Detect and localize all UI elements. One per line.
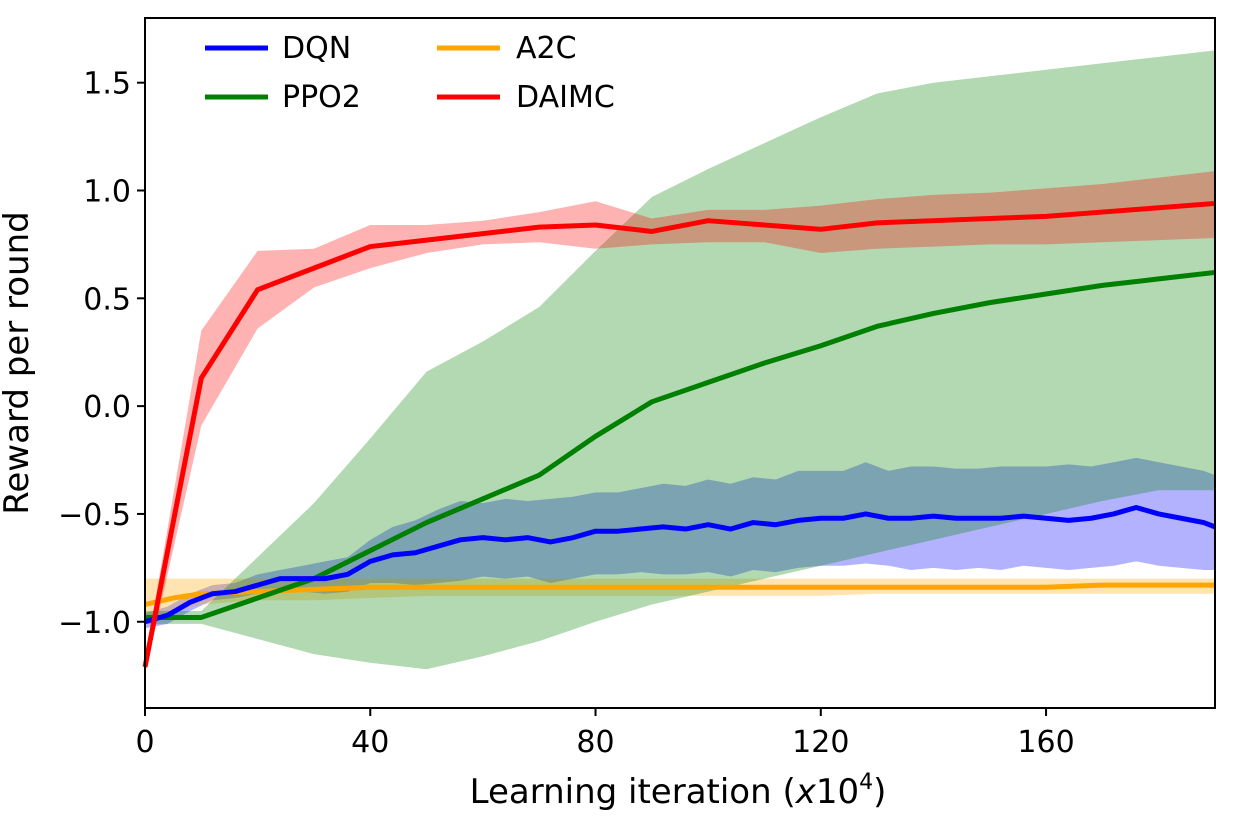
x-tick-label: 160 xyxy=(1017,725,1074,760)
y-tick-label: −0.5 xyxy=(58,498,131,533)
y-tick-label: 1.0 xyxy=(83,175,131,210)
legend-label-dqn: DQN xyxy=(282,31,351,66)
x-tick-label: 120 xyxy=(792,725,849,760)
y-tick-label: 0.5 xyxy=(83,282,131,317)
x-tick-label: 40 xyxy=(351,725,389,760)
legend-label-daimc: DAIMC xyxy=(516,80,615,115)
line-dqn xyxy=(144,504,1216,625)
band-dqn xyxy=(145,457,1215,629)
y-tick-label: 1.5 xyxy=(83,67,131,102)
legend: DQN PPO2 A2C DAIMC xyxy=(205,31,615,115)
plot-frame xyxy=(144,17,1216,709)
x-tick-label: 80 xyxy=(576,725,614,760)
x-tick-label: 0 xyxy=(135,725,154,760)
y-tick-label: 0.0 xyxy=(83,390,131,425)
legend-label-ppo2: PPO2 xyxy=(282,80,361,115)
line-daimc xyxy=(142,200,1216,668)
x-axis-ticks: 0 40 80 120 160 xyxy=(135,708,1075,760)
x-axis-title: Learning iteration (x104) xyxy=(470,770,887,812)
line-ppo2 xyxy=(145,269,1216,620)
band-ppo2 xyxy=(145,50,1215,670)
y-axis-ticks: 1.5 1.0 0.5 0.0 −0.5 −1.0 xyxy=(58,67,145,641)
y-axis-title: Reward per round xyxy=(0,211,37,514)
series-lines xyxy=(142,200,1216,668)
legend-label-a2c: A2C xyxy=(516,31,577,66)
band-daimc xyxy=(145,171,1215,674)
y-tick-label: −1.0 xyxy=(58,606,131,641)
